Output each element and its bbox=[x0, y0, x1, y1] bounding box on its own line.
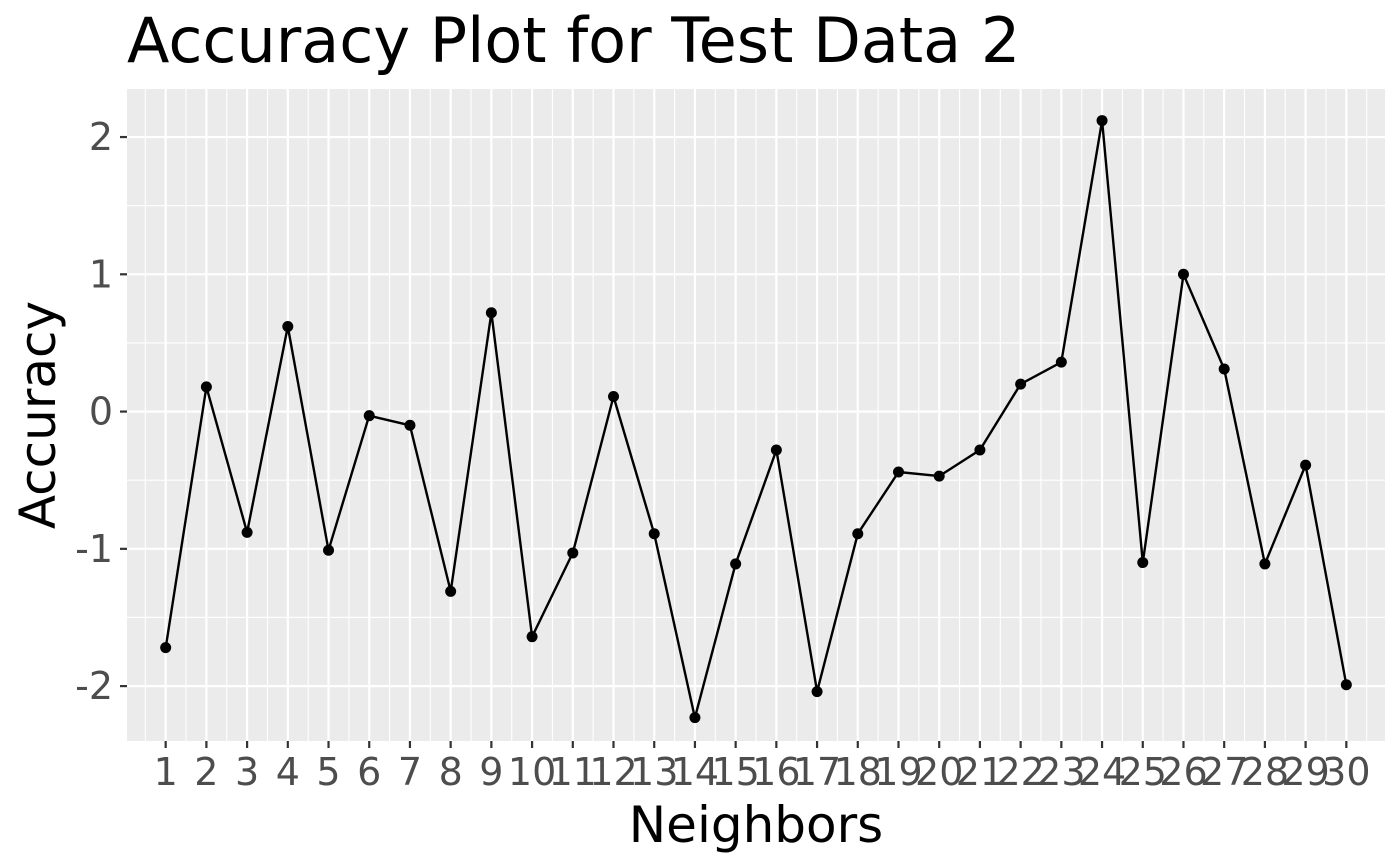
y-tick-label: -1 bbox=[75, 527, 113, 571]
x-tick-label: 16 bbox=[752, 750, 800, 794]
data-point bbox=[282, 320, 294, 332]
x-tick-label: 21 bbox=[956, 750, 1004, 794]
chart-title: Accuracy Plot for Test Data 2 bbox=[127, 4, 1021, 77]
data-point bbox=[404, 419, 416, 431]
grid-major bbox=[127, 89, 1385, 741]
x-tick-label: 1 bbox=[154, 750, 178, 794]
axis-ticks bbox=[120, 135, 1348, 748]
x-tick-label: 23 bbox=[1037, 750, 1085, 794]
y-tick-labels: -2 -1 0 1 2 bbox=[75, 115, 113, 708]
x-tick-labels: 1 2 3 4 5 6 7 8 9 1011121314151617181920212223242… bbox=[154, 750, 1371, 794]
data-point bbox=[363, 410, 375, 422]
x-tick-label: 24 bbox=[1078, 750, 1126, 794]
data-point bbox=[811, 686, 823, 698]
y-tick-label: 1 bbox=[89, 252, 113, 296]
data-point bbox=[323, 544, 335, 556]
data-point bbox=[1137, 557, 1149, 569]
x-tick-label: 18 bbox=[834, 750, 882, 794]
x-tick-label: 26 bbox=[1159, 750, 1207, 794]
x-tick-label: 4 bbox=[276, 750, 300, 794]
x-tick-label: 25 bbox=[1119, 750, 1167, 794]
x-tick-label: 15 bbox=[711, 750, 759, 794]
data-point bbox=[160, 642, 172, 654]
data-point bbox=[689, 712, 701, 724]
data-point bbox=[485, 307, 497, 319]
x-tick-label: 20 bbox=[915, 750, 963, 794]
x-tick-label: 9 bbox=[479, 750, 503, 794]
data-point bbox=[974, 444, 986, 456]
x-tick-label: 8 bbox=[439, 750, 463, 794]
x-tick-label: 22 bbox=[996, 750, 1044, 794]
data-points bbox=[160, 115, 1352, 724]
data-point bbox=[1015, 378, 1027, 390]
series-line bbox=[164, 119, 1348, 719]
data-point bbox=[241, 526, 253, 538]
x-tick-label: 7 bbox=[398, 750, 422, 794]
x-tick-label: 5 bbox=[316, 750, 340, 794]
data-point bbox=[730, 558, 742, 570]
x-tick-label: 28 bbox=[1241, 750, 1289, 794]
data-point bbox=[1177, 268, 1189, 280]
grid-minor bbox=[127, 89, 1385, 741]
y-tick-label: -2 bbox=[75, 664, 113, 708]
data-point bbox=[1218, 363, 1230, 375]
x-tick-label: 30 bbox=[1322, 750, 1370, 794]
data-point bbox=[526, 631, 538, 643]
x-tick-label: 14 bbox=[671, 750, 719, 794]
data-point bbox=[1300, 459, 1312, 471]
data-point bbox=[1096, 115, 1108, 127]
y-tick-label: 0 bbox=[89, 390, 113, 434]
data-point bbox=[1340, 679, 1352, 691]
data-point bbox=[933, 470, 945, 482]
data-point bbox=[1055, 356, 1067, 368]
x-tick-label: 19 bbox=[874, 750, 922, 794]
data-point bbox=[648, 528, 660, 540]
data-point bbox=[567, 547, 579, 559]
x-tick-label: 27 bbox=[1200, 750, 1248, 794]
data-point bbox=[852, 528, 864, 540]
data-point bbox=[1259, 558, 1271, 570]
y-tick-label: 2 bbox=[89, 115, 113, 159]
x-tick-label: 6 bbox=[357, 750, 381, 794]
x-tick-label: 10 bbox=[508, 750, 556, 794]
y-axis-title: Accuracy bbox=[9, 301, 67, 529]
data-point bbox=[892, 466, 904, 478]
x-tick-label: 2 bbox=[194, 750, 218, 794]
x-tick-label: 12 bbox=[589, 750, 637, 794]
data-point bbox=[770, 444, 782, 456]
data-point bbox=[200, 381, 212, 393]
x-tick-label: 3 bbox=[235, 750, 259, 794]
x-tick-label: 29 bbox=[1281, 750, 1329, 794]
data-point bbox=[445, 585, 457, 597]
data-point bbox=[608, 390, 620, 402]
x-tick-label: 17 bbox=[793, 750, 841, 794]
x-tick-label: 11 bbox=[549, 750, 597, 794]
x-tick-label: 13 bbox=[630, 750, 678, 794]
x-axis-title: Neighbors bbox=[629, 796, 883, 854]
